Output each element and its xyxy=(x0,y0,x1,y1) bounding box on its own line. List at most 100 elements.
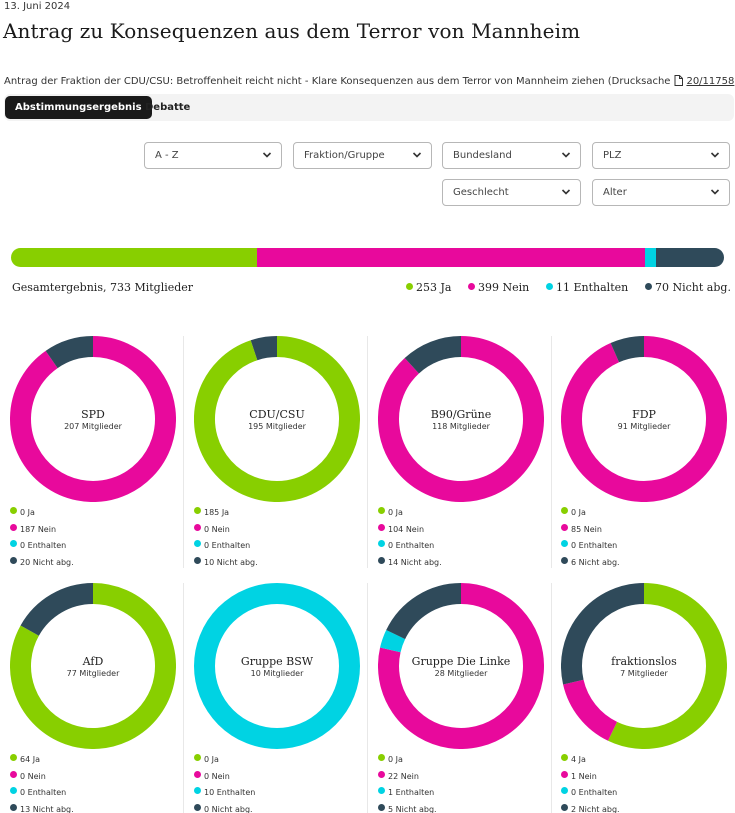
drucksache-link[interactable]: 20/11758 xyxy=(686,76,735,87)
donut-slice-nicht-abg xyxy=(45,336,94,369)
ja-dot-icon xyxy=(378,507,385,514)
nicht-abg-dot-icon xyxy=(378,803,385,811)
alter-select[interactable]: Alter xyxy=(592,179,730,206)
party-donut-chart xyxy=(10,583,176,749)
party-member-count: 91 Mitglieder xyxy=(617,422,671,431)
total-bar-segment-nicht-abg xyxy=(655,248,724,267)
document-icon xyxy=(674,75,684,86)
bundesland-select[interactable]: Bundesland xyxy=(442,142,581,169)
party-donut-chart xyxy=(194,336,360,502)
vote-row-nein: 1 Nein xyxy=(561,770,620,788)
plz-select[interactable]: PLZ xyxy=(592,142,730,169)
vote-count-label: 22 Nein xyxy=(388,771,419,781)
tab-abstimmungsergebnis[interactable]: Abstimmungsergebnis xyxy=(5,96,152,119)
motion-description: Antrag der Fraktion der CDU/CSU: Betroff… xyxy=(4,75,735,87)
vote-count-label: 104 Nein xyxy=(388,524,425,534)
chevron-down-icon xyxy=(412,152,422,158)
party-donut-chart xyxy=(194,583,360,749)
vote-count-label: 0 Ja xyxy=(20,508,35,517)
nicht-abg-dot-icon xyxy=(645,283,652,290)
vote-row-enthalten: 10 Enthalten xyxy=(194,787,255,804)
vote-count-label: 5 Nicht abg. xyxy=(388,804,437,813)
card-divider xyxy=(183,336,184,568)
sort-select-value: A - Z xyxy=(155,150,179,161)
party-card: Gruppe Die Linke 28 Mitglieder 0 Ja 22 Nein… xyxy=(368,583,552,813)
donut-slice-nein xyxy=(563,679,618,741)
vote-row-ja: 185 Ja xyxy=(194,507,258,524)
party-donut-chart xyxy=(10,336,176,502)
legend-ja: 253 Ja xyxy=(406,281,451,294)
geschlecht-select[interactable]: Geschlecht xyxy=(442,179,581,206)
nein-dot-icon xyxy=(378,523,385,531)
vote-row-enthalten: 0 Enthalten xyxy=(194,540,258,557)
nein-dot-icon xyxy=(378,770,385,778)
party-donut-chart xyxy=(378,336,544,502)
nicht-abg-dot-icon xyxy=(10,803,17,811)
party-name: B90/Grüne xyxy=(430,408,492,421)
party-member-count: 207 Mitglieder xyxy=(64,422,122,431)
nicht-abg-dot-icon xyxy=(561,556,568,564)
vote-row-nicht-abg: 6 Nicht abg. xyxy=(561,556,620,574)
donut-slice-ja xyxy=(608,583,727,749)
ja-dot-icon xyxy=(10,507,17,514)
total-bar-segment-enthalten xyxy=(645,248,656,267)
vote-count-label: 1 Nein xyxy=(571,771,597,781)
legend-nicht-abg-label: 70 Nicht abg. xyxy=(655,281,731,294)
vote-row-ja: 0 Ja xyxy=(194,754,255,771)
vote-row-nein: 0 Nein xyxy=(194,523,258,541)
nicht-abg-dot-icon xyxy=(378,556,385,564)
enthalten-dot-icon xyxy=(378,787,385,795)
vote-date: 13. Juni 2024 xyxy=(4,1,71,12)
card-divider xyxy=(551,336,552,568)
vote-row-nicht-abg: 14 Nicht abg. xyxy=(378,556,442,574)
motion-description-text: Antrag der Fraktion der CDU/CSU: Betroff… xyxy=(4,76,671,87)
vote-row-enthalten: 0 Enthalten xyxy=(10,540,74,557)
tab-debatte[interactable]: Debatte xyxy=(145,102,191,113)
vote-row-nicht-abg: 0 Nicht abg. xyxy=(194,803,255,813)
total-bar-segment-ja xyxy=(11,248,258,267)
nicht-abg-dot-icon xyxy=(561,803,568,811)
vote-count-label: 0 Nein xyxy=(204,524,230,534)
card-divider xyxy=(551,583,552,813)
vote-count-label: 1 Enthalten xyxy=(388,788,435,798)
vote-count-label: 0 Nein xyxy=(20,771,46,781)
vote-row-ja: 0 Ja xyxy=(378,507,442,524)
enthalten-dot-icon xyxy=(378,540,385,548)
vote-count-label: 0 Enthalten xyxy=(20,541,67,551)
nein-dot-icon xyxy=(561,770,568,778)
nein-dot-icon xyxy=(468,283,475,290)
nicht-abg-dot-icon xyxy=(194,803,201,811)
fraktion-select[interactable]: Fraktion/Gruppe xyxy=(293,142,432,169)
donut-slice-nein xyxy=(378,583,544,749)
vote-count-label: 0 Ja xyxy=(388,755,403,764)
nein-dot-icon xyxy=(194,770,201,778)
vote-row-enthalten: 0 Enthalten xyxy=(561,787,620,804)
enthalten-dot-icon xyxy=(546,283,553,290)
donut-slice-nicht-abg xyxy=(20,583,94,637)
donut-slice-nicht-abg xyxy=(610,336,645,363)
party-vote-list: 185 Ja 0 Nein 0 Enthalten 10 Nicht abg. xyxy=(194,507,258,573)
donut-slice-nein xyxy=(10,336,176,502)
legend-enthalten: 11 Enthalten xyxy=(546,281,628,294)
vote-row-nein: 187 Nein xyxy=(10,523,74,541)
party-member-count: 28 Mitglieder xyxy=(434,669,488,678)
vote-row-nicht-abg: 2 Nicht abg. xyxy=(561,803,620,813)
vote-row-ja: 64 Ja xyxy=(10,754,74,771)
plz-select-value: PLZ xyxy=(603,150,622,161)
donut-slice-ja xyxy=(194,336,360,502)
enthalten-dot-icon xyxy=(10,540,17,548)
party-card: AfD 77 Mitglieder 64 Ja 0 Nein 0 Enthalten 13… xyxy=(0,583,184,813)
vote-row-enthalten: 0 Enthalten xyxy=(561,540,620,557)
vote-row-nein: 0 Nein xyxy=(10,770,74,788)
party-name: Gruppe BSW xyxy=(240,655,314,668)
page-title: Antrag zu Konsequenzen aus dem Terror vo… xyxy=(3,19,581,43)
vote-count-label: 187 Nein xyxy=(20,524,57,534)
party-card: SPD 207 Mitglieder 0 Ja 187 Nein 0 Enthalten… xyxy=(0,336,184,582)
nein-dot-icon xyxy=(10,770,17,778)
sort-select[interactable]: A - Z xyxy=(144,142,282,169)
donut-slice-nicht-abg xyxy=(561,583,645,685)
vote-row-nicht-abg: 20 Nicht abg. xyxy=(10,556,74,574)
vote-count-label: 0 Nicht abg. xyxy=(204,804,253,813)
party-name: Gruppe Die Linke xyxy=(411,655,511,668)
party-donut-chart xyxy=(378,583,544,749)
